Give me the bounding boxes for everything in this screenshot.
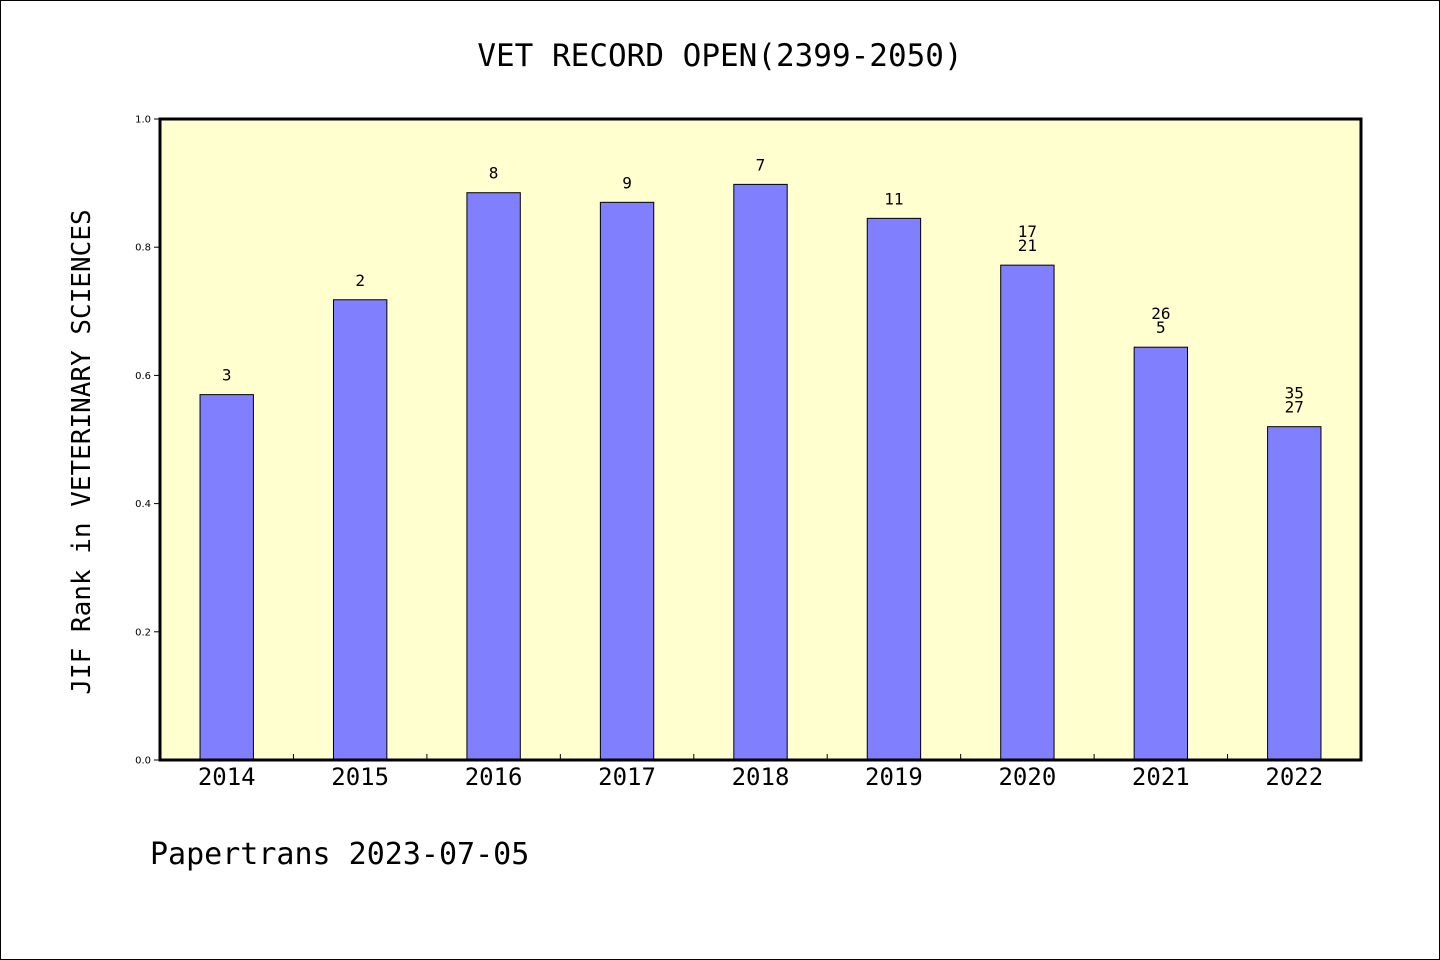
x-tick-label-2021: 2021 (1132, 763, 1190, 791)
bar-data-label-2022-2: 27 (1285, 398, 1304, 417)
bar-2015 (332, 299, 388, 761)
y-tick-label-0.2: 0.2 (135, 627, 151, 638)
bar-data-label-2017-1: 9 (622, 173, 632, 192)
bars-layer (199, 183, 1322, 761)
x-tick-label-2017: 2017 (598, 763, 656, 791)
y-tick-label-1.0: 1.0 (135, 115, 151, 126)
y-axis-label: JIF Rank in VETERINARY SCIENCES (67, 209, 97, 694)
x-tick-label-2014: 2014 (198, 763, 256, 791)
bar-2021 (1133, 346, 1189, 761)
bar-2016 (466, 192, 521, 761)
bar-data-label-2020-1: 17 (1018, 222, 1037, 241)
bar-data-label-2022-1: 35 (1285, 384, 1304, 403)
bar-data-label-2021-2: 5 (1156, 318, 1166, 337)
x-axis: 2014 2015 2016 2017 2018 2019 2020 2021 2022 (198, 754, 1323, 791)
bar-data-label-2014-1: 3 (222, 366, 232, 385)
y-tick-label-0.4: 0.4 (135, 499, 151, 510)
x-tick-label-2018: 2018 (732, 763, 790, 791)
x-tick-label-2016: 2016 (465, 763, 523, 791)
y-tick-label-0.6: 0.6 (135, 371, 151, 382)
chart-title: VET RECORD OPEN(2399-2050) (477, 38, 962, 74)
x-tick-label-2019: 2019 (865, 763, 923, 791)
footer-text: Papertrans 2023-07-05 (150, 837, 529, 872)
bar-data-label-2021-1: 26 (1151, 304, 1170, 323)
bar-2020 (1000, 264, 1055, 761)
x-tick-label-2020: 2020 (998, 763, 1056, 791)
bar-2014 (199, 394, 254, 761)
x-tick-label-2015: 2015 (331, 763, 389, 791)
plot-border (158, 117, 1363, 762)
x-tick-label-2022: 2022 (1265, 763, 1323, 791)
bar-data-label-2016-1: 8 (489, 164, 499, 183)
bar-2022 (1267, 426, 1322, 761)
y-tick-label-0.8: 0.8 (135, 243, 151, 254)
bar-data-label-2020-2: 21 (1018, 236, 1037, 255)
bar-data-label-2019-1: 11 (884, 189, 903, 208)
bar-data-label-2018-1: 7 (756, 155, 766, 174)
bar-2017 (599, 201, 655, 761)
bar-2019 (866, 217, 922, 761)
bar-2018 (733, 183, 788, 761)
y-axis: 0.0 0.2 0.4 0.6 0.8 1.0 (135, 115, 160, 767)
bar-data-label-2015-1: 2 (355, 271, 365, 290)
y-tick-label-0.0: 0.0 (135, 756, 151, 767)
